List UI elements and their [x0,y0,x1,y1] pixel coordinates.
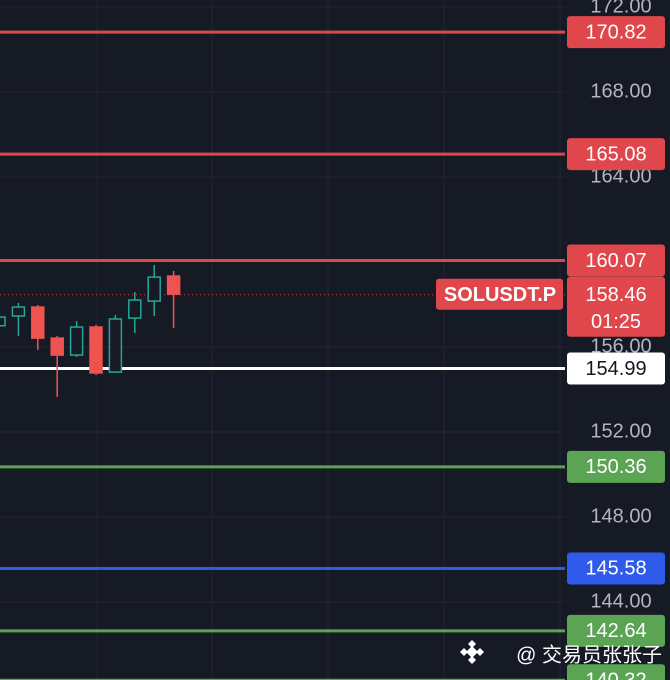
y-tick-label: 152.00 [590,420,651,442]
symbol-box [436,278,563,310]
level-label: 154.99 [585,358,646,380]
level-label: 160.07 [585,250,646,272]
level-label-box [567,614,665,647]
candle-body [11,306,26,317]
last-price-label: 158.46 [585,284,646,306]
level-label: 150.36 [585,456,646,478]
y-tick-label: 148.00 [590,505,651,527]
level-label-box [567,244,665,277]
level-label-box [567,664,665,680]
level-label: 165.08 [585,143,646,165]
level-label-box [567,16,665,49]
watermark-logo [460,640,484,664]
candle-body [108,318,123,373]
level-label: 142.64 [585,620,646,642]
candle-body [0,316,6,327]
y-tick-label: 156.00 [590,335,651,357]
vertical-grid [96,0,561,680]
candle-body [147,276,161,302]
last-price-box [567,276,665,337]
candle-body [128,299,142,319]
level-label: 140.32 [585,669,646,680]
symbol-label: SOLUSDT.P [444,284,556,306]
level-label-box [567,552,665,585]
y-tick-label: 144.00 [590,590,651,612]
y-tick-label: 168.00 [590,80,651,102]
candle-body [89,326,103,374]
candle-body [50,337,64,356]
candle-body [166,275,181,295]
watermark: @ 交易员张张子 [516,643,662,666]
level-label-box [567,138,665,171]
level-label-box [567,352,665,385]
y-tick-label: 164.00 [590,165,651,187]
candle-body [31,306,45,339]
countdown-label: 01:25 [591,311,641,333]
level-label: 170.82 [585,21,646,43]
candle-body [69,326,84,356]
level-label-box [567,450,665,483]
level-label: 145.58 [585,558,646,580]
y-tick-label: 172.00 [590,0,651,17]
